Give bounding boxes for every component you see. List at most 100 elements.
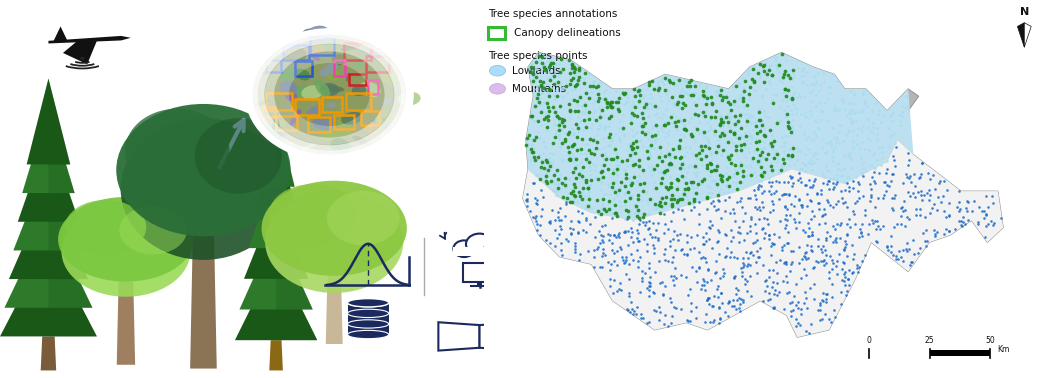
Point: [778, 112, 795, 118]
Point: [668, 123, 684, 129]
Point: [593, 187, 610, 194]
Point: [826, 135, 842, 141]
Point: [712, 152, 729, 158]
Point: [748, 229, 764, 235]
Point: [582, 83, 599, 89]
Text: 25: 25: [925, 336, 934, 345]
Point: [713, 215, 730, 221]
Point: [619, 213, 636, 219]
Point: [694, 95, 711, 101]
Point: [567, 243, 583, 249]
Point: [786, 161, 802, 167]
Point: [695, 131, 712, 137]
Point: [723, 107, 740, 113]
Point: [714, 147, 731, 153]
Point: [836, 278, 853, 284]
Point: [682, 131, 699, 137]
Point: [740, 96, 757, 102]
Point: [630, 210, 647, 216]
Point: [673, 145, 690, 151]
Point: [740, 119, 757, 125]
Point: [689, 169, 706, 175]
Point: [822, 202, 839, 208]
Point: [563, 96, 580, 102]
Point: [617, 206, 634, 212]
Point: [589, 197, 605, 203]
Point: [672, 231, 689, 237]
Point: [733, 133, 750, 139]
Point: [735, 173, 752, 179]
Point: [776, 114, 793, 120]
Point: [912, 212, 929, 218]
Point: [731, 225, 748, 231]
Point: [651, 202, 668, 208]
Point: [608, 162, 624, 168]
Point: [755, 63, 772, 69]
Ellipse shape: [303, 59, 307, 64]
Point: [664, 111, 681, 117]
Point: [741, 140, 758, 146]
Point: [735, 90, 752, 96]
Point: [607, 103, 623, 109]
Point: [668, 175, 684, 181]
Point: [541, 93, 558, 99]
Point: [521, 208, 538, 214]
Point: [931, 178, 948, 184]
Point: [863, 217, 880, 223]
Point: [792, 178, 809, 184]
Point: [826, 307, 842, 313]
Point: [722, 127, 739, 133]
Point: [652, 180, 669, 186]
Point: [521, 132, 538, 138]
Point: [903, 259, 920, 265]
Point: [703, 101, 720, 107]
Point: [716, 147, 733, 153]
Point: [554, 180, 571, 186]
Point: [824, 186, 841, 192]
Point: [788, 316, 804, 322]
Point: [575, 164, 592, 170]
Point: [635, 236, 652, 242]
Point: [688, 268, 704, 274]
Point: [784, 91, 801, 97]
Point: [603, 156, 620, 162]
Point: [687, 163, 703, 169]
Point: [633, 315, 650, 321]
Point: [652, 144, 669, 150]
Polygon shape: [8, 188, 88, 279]
Point: [528, 59, 544, 65]
Point: [594, 96, 611, 102]
Point: [603, 215, 620, 221]
Point: [604, 156, 621, 162]
Point: [662, 174, 679, 180]
Point: [680, 92, 697, 98]
Point: [838, 222, 855, 228]
Point: [768, 188, 784, 194]
Point: [567, 86, 583, 92]
Point: [532, 135, 549, 141]
Point: [668, 99, 684, 105]
Point: [634, 123, 651, 129]
Ellipse shape: [332, 54, 347, 65]
Point: [959, 199, 976, 205]
Point: [875, 113, 892, 119]
Point: [595, 239, 612, 245]
Point: [856, 98, 873, 104]
Point: [736, 262, 753, 268]
Point: [674, 207, 691, 213]
Point: [603, 113, 620, 119]
Point: [840, 100, 857, 106]
Point: [657, 134, 674, 140]
Text: Mountains: Mountains: [512, 84, 565, 94]
Point: [563, 60, 580, 67]
Ellipse shape: [326, 191, 400, 245]
Point: [771, 234, 788, 240]
Point: [706, 198, 722, 204]
Point: [518, 139, 535, 145]
Point: [756, 70, 773, 76]
Point: [862, 194, 879, 200]
Point: [836, 274, 853, 280]
Point: [720, 299, 737, 305]
Point: [809, 155, 826, 161]
Point: [608, 234, 624, 240]
